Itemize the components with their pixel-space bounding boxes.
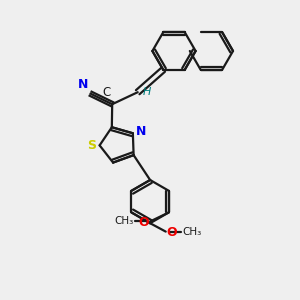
Text: O: O xyxy=(139,216,149,229)
Text: H: H xyxy=(143,87,152,97)
Text: CH₃: CH₃ xyxy=(115,216,134,226)
Text: C: C xyxy=(103,86,111,99)
Text: S: S xyxy=(87,139,96,152)
Text: CH₃: CH₃ xyxy=(183,226,202,237)
Text: N: N xyxy=(136,125,146,138)
Text: N: N xyxy=(78,78,88,91)
Text: O: O xyxy=(167,226,177,239)
